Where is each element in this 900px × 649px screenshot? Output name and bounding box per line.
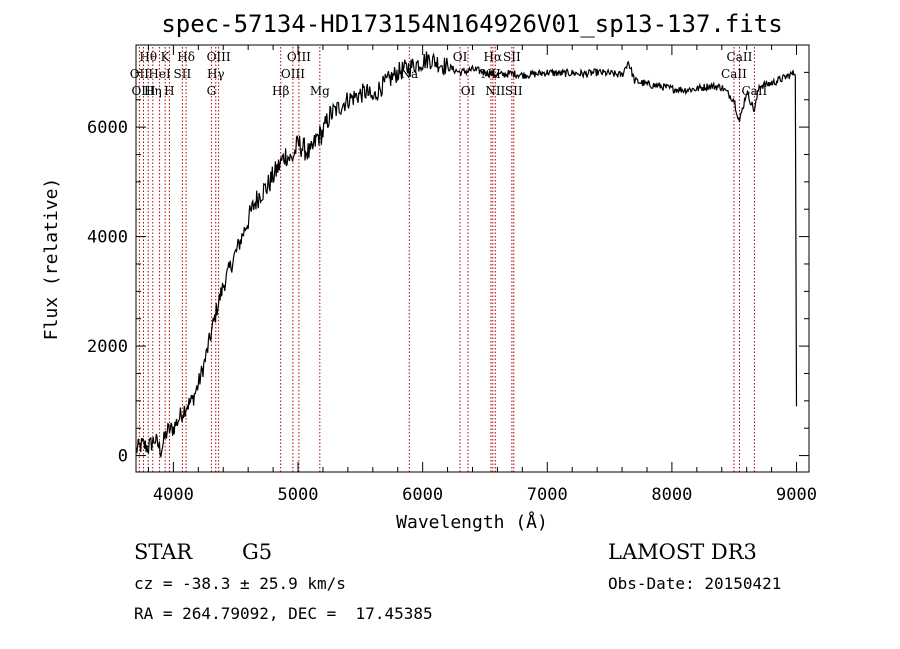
spectral-line-label: CaII: [721, 67, 747, 81]
spectral-line-label: OIII: [287, 50, 311, 64]
y-tick-label: 0: [118, 447, 128, 467]
y-tick-label: 4000: [87, 228, 128, 248]
spectral-line-label: Hγ: [207, 67, 225, 81]
survey-name: LAMOST DR3: [608, 540, 757, 564]
spectral-line-label: SII: [174, 67, 192, 81]
spectral-line-label: Hβ: [272, 84, 289, 98]
spectrum-line: [135, 51, 798, 459]
subclass: G5: [242, 540, 273, 564]
spectral-line-label: HeI: [148, 67, 171, 81]
x-tick-label: 8000: [651, 485, 692, 505]
spectral-line-label: SII: [503, 50, 521, 64]
spectral-line-label: SII: [505, 84, 523, 98]
coordinates: RA = 264.79092, DEC = 17.45385: [134, 604, 433, 623]
y-tick-label: 6000: [87, 118, 128, 138]
spectral-line-label: CaII: [727, 50, 753, 64]
x-tick-label: 7000: [527, 485, 568, 505]
chart-title: spec-57134-HD173154N164926V01_sp13-137.f…: [161, 10, 782, 38]
spectral-line-label: Hδ: [177, 50, 195, 64]
x-tick-label: 5000: [278, 485, 319, 505]
spectral-line-label: OII: [130, 67, 150, 81]
object-class: STAR: [134, 540, 193, 564]
y-axis-label: Flux (relative): [41, 178, 62, 341]
spectral-line-label: OI: [461, 84, 476, 98]
x-tick-label: 4000: [153, 485, 194, 505]
y-tick-label: 2000: [87, 337, 128, 357]
redshift-readout: cz = -38.3 ± 25.9 km/s: [134, 574, 346, 593]
x-tick-label: 6000: [402, 485, 443, 505]
spectral-line-label: Hθ: [139, 50, 157, 64]
spectral-line-label: K: [161, 50, 171, 64]
x-axis-label: Wavelength (Å): [396, 511, 548, 533]
x-tick-label: 9000: [776, 485, 817, 505]
y-axis-ticks: 0 2000 4000 6000: [87, 71, 809, 467]
spectral-line-label: H: [164, 84, 174, 98]
spectral-line-label: Mg: [310, 84, 330, 98]
spectral-line-label: OI: [453, 50, 468, 64]
x-axis-ticks: 4000 5000 6000 7000 8000 9000: [147, 45, 817, 505]
spectral-line-label: Hα: [484, 50, 503, 64]
obs-date: Obs-Date: 20150421: [608, 574, 782, 593]
spectral-line-label: OIII: [207, 50, 231, 64]
plot-frame: [135, 44, 810, 473]
spectral-line-label: OIII: [281, 67, 305, 81]
spectral-line-label: G: [207, 84, 217, 98]
spectral-line-label: OIII: [131, 84, 155, 98]
spectral-line-label: Hη: [144, 84, 162, 98]
spectral-line-label: NII: [485, 84, 505, 98]
spectral-line-markers: [138, 47, 755, 472]
